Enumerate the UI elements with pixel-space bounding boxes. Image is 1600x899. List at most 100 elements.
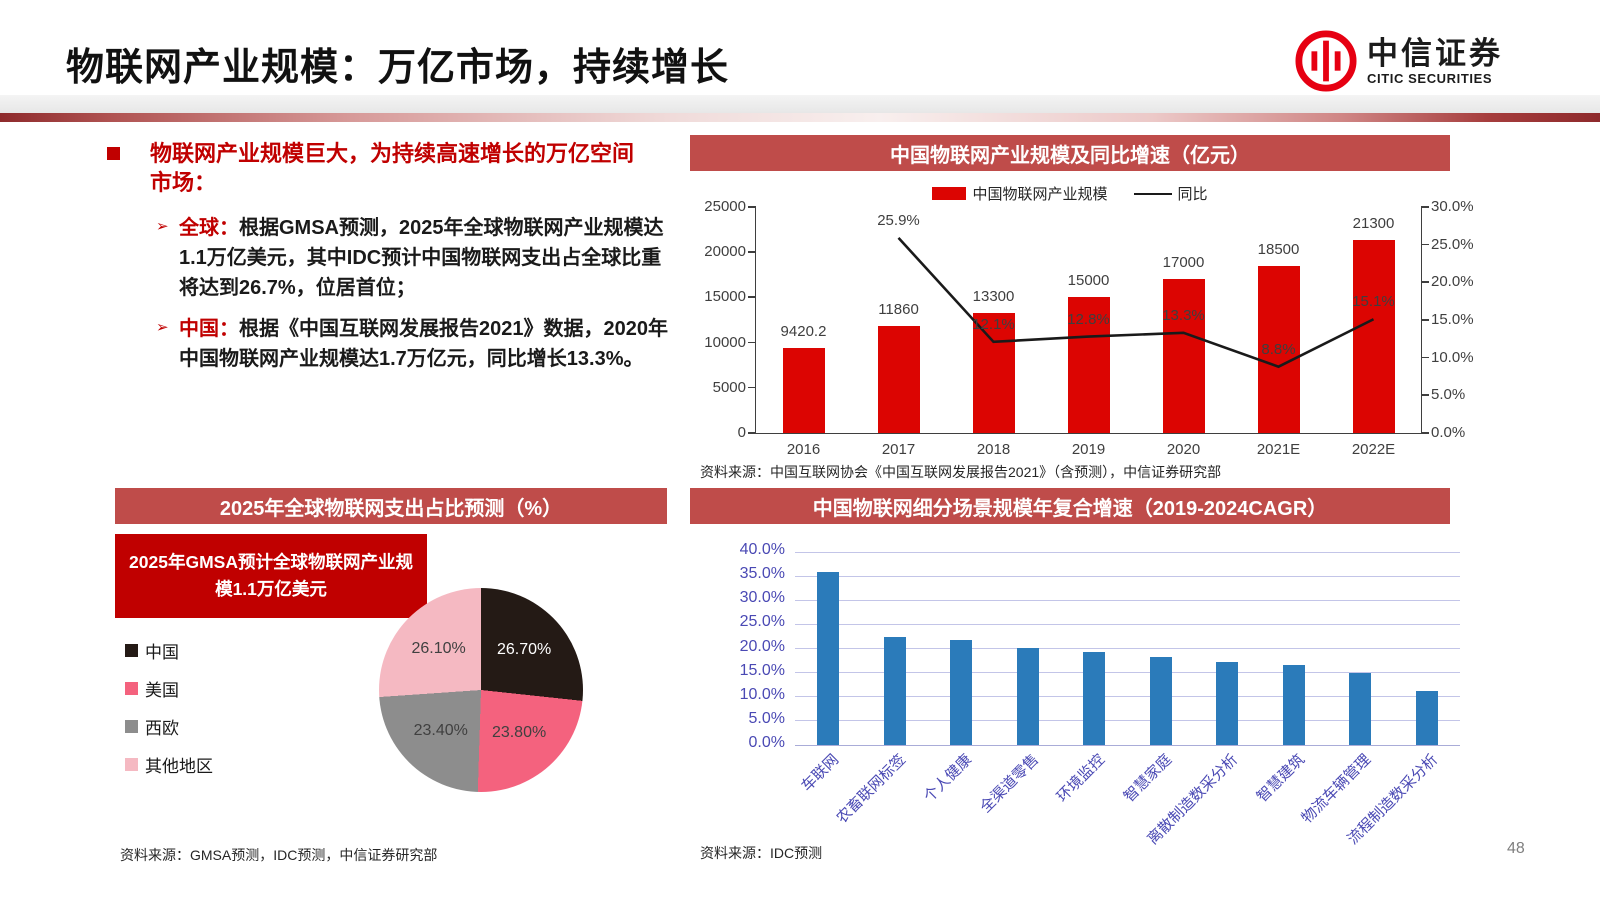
x-axis-label: 2018: [976, 441, 1011, 458]
page-title: 物联网产业规模：万亿市场，持续增长: [66, 47, 730, 89]
line-value-label: 13.3%: [1162, 306, 1205, 324]
y-axis-tick-label: 5000: [712, 378, 746, 396]
bar-2018: [972, 312, 1015, 433]
bar-2019: [1067, 297, 1110, 433]
y-axis-tick-label: 10000: [704, 333, 746, 351]
square-bullet-icon: [107, 147, 120, 160]
bar-流程制造数采分析: [1415, 690, 1438, 745]
bullet-global-label: 全球：: [179, 217, 239, 239]
chart3-title-banner: 中国物联网细分场景规模年复合增速（2019-2024CAGR）: [690, 488, 1450, 524]
line-value-label: 12.1%: [972, 315, 1015, 333]
category-label: 智慧建筑: [1253, 751, 1308, 806]
bar-离散制造数采分析: [1216, 662, 1239, 745]
chart1-source: 资料来源：中国互联网协会《中国互联网发展报告2021》（含预测），中信证券研究部: [700, 464, 1222, 480]
pie-legend-item: 西欧: [125, 714, 213, 739]
bar-2021E: [1257, 265, 1300, 433]
bar-2016: [782, 347, 825, 433]
logo-cn-text: 中信证券: [1367, 35, 1503, 71]
x-axis-label: 2022E: [1351, 441, 1396, 458]
pie-legend-label: 其他地区: [145, 757, 213, 776]
legend-bar-label: 中国物联网产业规模: [972, 186, 1108, 203]
citic-logo-icon: [1295, 30, 1357, 92]
china-iot-scale-chart: 中国物联网产业规模及同比增速（亿元） 中国物联网产业规模 同比 25000 200…: [690, 135, 1474, 483]
y2-axis-tick: [1421, 394, 1429, 396]
bullet-global: 全球：根据GMSA预测，2025年全球物联网产业规模达1.1万亿美元，其中IDC…: [179, 213, 671, 303]
y2-axis-tick-label: 30.0%: [1431, 198, 1474, 215]
bar-智慧家庭: [1149, 656, 1172, 745]
bar-个人健康: [950, 640, 973, 745]
pie-source: 资料来源：GMSA预测，IDC预测，中信证券研究部: [120, 847, 438, 863]
grid-line: [795, 696, 1460, 698]
y-axis-tick: [748, 206, 756, 208]
pie-legend: 中国 美国 西欧 其他地区: [125, 638, 213, 790]
pie-legend-item: 美国: [125, 676, 213, 701]
growth-line: [897, 237, 1375, 369]
y-axis-tick-label: 30.0%: [739, 589, 785, 607]
y-axis-tick-label: 25.0%: [739, 613, 785, 631]
chart1-title-banner: 中国物联网产业规模及同比增速（亿元）: [690, 135, 1450, 171]
pie-slice-label: 26.10%: [411, 640, 466, 658]
bar-智慧建筑: [1282, 665, 1305, 745]
grid-line: [795, 575, 1460, 577]
grid-line: [795, 623, 1460, 625]
category-label: 个人健康: [920, 751, 976, 806]
bar-value-label: 17000: [1162, 254, 1205, 272]
bar-农畜联网标签: [883, 637, 906, 745]
category-label: 智慧家庭: [1120, 751, 1175, 806]
pie-graphic: 26.70% 23.80% 23.40% 26.10%: [379, 588, 583, 792]
legend-item-bar: 中国物联网产业规模: [932, 183, 1108, 204]
line-value-label: 8.8%: [1261, 340, 1296, 358]
bar-物流车辆管理: [1349, 673, 1372, 745]
x-axis-label: 2017: [881, 441, 916, 458]
y-axis-tick: [748, 386, 756, 389]
bar-value-label: 21300: [1352, 215, 1395, 233]
header-strip: [0, 95, 1600, 113]
pie-legend-label: 西欧: [145, 719, 179, 738]
y-axis-tick: [748, 341, 756, 344]
bullet-global-text: 根据GMSA预测，2025年全球物联网产业规模达1.1万亿美元，其中IDC预计中…: [179, 217, 664, 299]
grid-line: [795, 720, 1460, 722]
y2-axis-tick: [1421, 206, 1429, 208]
category-label: 环境监控: [1053, 751, 1109, 806]
category-label: 全渠道零售: [976, 751, 1042, 817]
x-axis-label: 2021E: [1256, 441, 1301, 458]
y2-axis-tick-label: 0.0%: [1431, 424, 1466, 441]
y-axis-tick-label: 35.0%: [739, 565, 785, 583]
bullet-china-label: 中国：: [179, 318, 239, 340]
line-swatch-icon: [1133, 192, 1172, 195]
y2-axis-tick-label: 20.0%: [1431, 273, 1474, 291]
chart1-plot-area: 25000 20000 15000 10000 5000 0 30.0% 25.0% 20.0%…: [704, 198, 1473, 458]
y-axis-tick-label: 20.0%: [739, 637, 785, 655]
y2-axis-tick-label: 5.0%: [1431, 386, 1466, 404]
bar-全渠道零售: [1016, 648, 1039, 745]
global-iot-share-chart: 2025年全球物联网支出占比预测（%） 2025年GMSA预计全球物联网产业规模…: [115, 488, 667, 838]
y2-axis-tick-label: 25.0%: [1431, 235, 1474, 253]
y-axis-tick-label: 0: [737, 424, 746, 441]
divider-bar: [0, 113, 1600, 122]
grid-line: [795, 599, 1460, 601]
line-value-label: 12.8%: [1067, 310, 1110, 328]
legend-item-line: 同比: [1133, 183, 1208, 204]
x-axis-label: 2016: [786, 441, 821, 458]
iot-segment-cagr-chart: 中国物联网细分场景规模年复合增速（2019-2024CAGR） 40.0% 35.…: [690, 488, 1460, 858]
chart1-legend: 中国物联网产业规模 同比: [690, 183, 1450, 204]
y2-axis-tick: [1421, 281, 1429, 283]
pie-legend-item: 其他地区: [125, 752, 213, 777]
citic-logo: 中信证券 CITIC SECURITIES: [1295, 30, 1503, 92]
category-label: 车联网: [798, 751, 843, 795]
grid-line: [795, 648, 1460, 649]
pie-legend-swatch-icon: [125, 682, 138, 695]
bar-value-label: 9420.2: [780, 322, 827, 340]
x-axis-label: 2019: [1071, 441, 1106, 458]
logo-en-text: CITIC SECURITIES: [1367, 70, 1493, 86]
bar-value-label: 15000: [1067, 272, 1110, 290]
grid-line: [795, 744, 1460, 746]
arrow-bullet-icon: ➢: [156, 319, 169, 336]
logo-text: 中信证券 CITIC SECURITIES: [1367, 35, 1503, 86]
y-axis-tick: [748, 251, 756, 253]
arrow-bullet-icon: ➢: [156, 218, 169, 235]
pie-callout-box: 2025年GMSA预计全球物联网产业规模1.1万亿美元: [115, 534, 427, 618]
y2-axis-tick: [1421, 432, 1429, 434]
legend-line-label: 同比: [1177, 186, 1208, 203]
